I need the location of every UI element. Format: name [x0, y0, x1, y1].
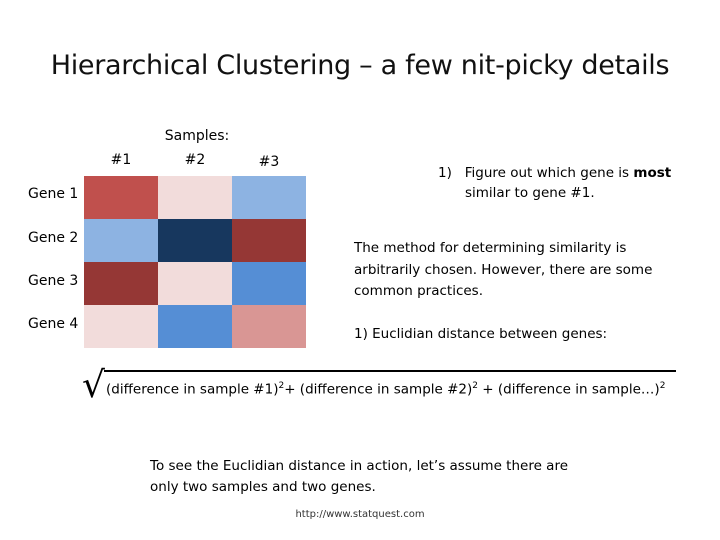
heatmap-cell	[84, 305, 158, 348]
heatmap-cell	[158, 262, 232, 305]
heatmap-cell	[232, 219, 306, 262]
heatmap-cell	[158, 305, 232, 348]
radical-bar	[104, 370, 676, 372]
step-1-text-b: similar to gene #1.	[465, 185, 595, 201]
heatmap-cell	[232, 176, 306, 219]
formula-exponent-2: 2	[472, 381, 479, 391]
formula-part-3: + (difference in sample…)	[478, 381, 660, 398]
formula-part-2: + (difference in sample #2)	[284, 381, 473, 398]
column-label-3: #3	[258, 154, 280, 170]
step-1-text-a: Figure out which gene is	[464, 165, 634, 181]
heatmap	[84, 176, 306, 348]
heatmap-cell	[84, 219, 158, 262]
slide-title: Hierarchical Clustering – a few nit-pick…	[50, 50, 670, 81]
source-url: http://www.statquest.com	[295, 509, 425, 520]
formula-part-1: (difference in sample #1)	[106, 381, 279, 398]
row-label-gene-1: Gene 1	[28, 186, 79, 202]
euclidian-demo-text: To see the Euclidian distance in action,…	[150, 458, 569, 495]
method-description: The method for determining similarity is…	[354, 240, 653, 299]
step-1-number: 1)	[438, 165, 452, 181]
step-1-text: 1) Figure out which gene is most similar…	[438, 163, 671, 203]
heatmap-cell	[232, 262, 306, 305]
euclidian-formula: (difference in sample #1)2+ (difference …	[106, 381, 665, 398]
step-1-text-bold: most	[633, 165, 672, 181]
row-label-gene-2: Gene 2	[28, 230, 79, 246]
samples-header: Samples:	[164, 128, 230, 144]
column-label-1: #1	[110, 152, 132, 168]
heatmap-cell	[232, 305, 306, 348]
heatmap-cell	[158, 219, 232, 262]
row-label-gene-3: Gene 3	[28, 273, 79, 289]
square-root-icon: √	[82, 365, 105, 406]
formula-exponent-1: 2	[278, 381, 285, 391]
formula-exponent-3: 2	[659, 381, 666, 391]
row-label-gene-4: Gene 4	[28, 316, 79, 332]
heatmap-cell	[84, 262, 158, 305]
column-label-2: #2	[184, 152, 206, 168]
euclidian-distance-item: 1) Euclidian distance between genes:	[354, 326, 608, 342]
heatmap-cell	[84, 176, 158, 219]
heatmap-cell	[158, 176, 232, 219]
